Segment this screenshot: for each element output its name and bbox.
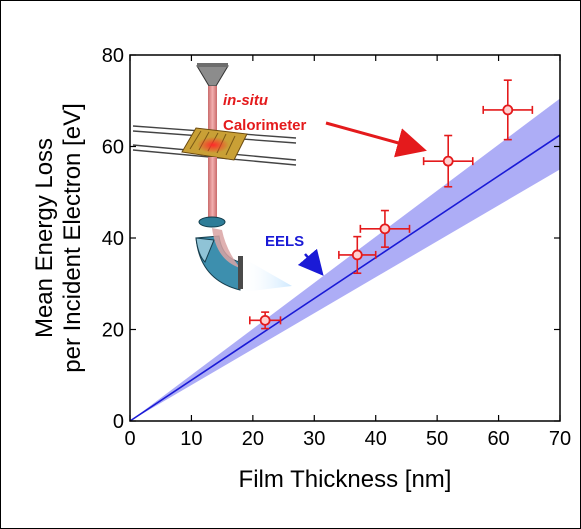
fit-line bbox=[129, 134, 561, 422]
data-point bbox=[482, 79, 534, 141]
calorimeter-label: Calorimeter bbox=[223, 117, 307, 134]
data-points bbox=[248, 79, 534, 330]
point-marker bbox=[379, 223, 391, 235]
x-tick-label: 40 bbox=[365, 428, 387, 450]
eels-arrow bbox=[297, 248, 324, 276]
confidence-band bbox=[130, 98, 560, 422]
calorimeter-arrow bbox=[325, 121, 427, 158]
fit-band-layer bbox=[129, 98, 561, 422]
x-tick-label: 70 bbox=[549, 428, 571, 450]
y-axis-title-line1: Mean Energy Loss bbox=[31, 138, 58, 338]
y-tick-label: 80 bbox=[102, 45, 124, 67]
y-tick-label: 40 bbox=[102, 228, 124, 250]
y-tick-label: 20 bbox=[102, 320, 124, 342]
data-point bbox=[338, 235, 377, 275]
y-axis-title: Mean Energy Loss per Incident Electron [… bbox=[31, 103, 86, 372]
x-tick-label: 30 bbox=[303, 428, 325, 450]
point-marker bbox=[259, 314, 271, 326]
axis-ticks: 0 10 20 30 40 50 60 70 0 20 40 60 80 bbox=[102, 45, 571, 450]
x-tick-label: 0 bbox=[124, 428, 135, 450]
y-tick-label: 0 bbox=[113, 411, 124, 433]
point-marker bbox=[442, 155, 454, 167]
data-point bbox=[248, 311, 282, 330]
x-tick-label: 60 bbox=[487, 428, 509, 450]
point-marker bbox=[502, 104, 514, 116]
x-tick-label: 10 bbox=[180, 428, 202, 450]
data-point bbox=[422, 134, 474, 188]
experiment-illustration bbox=[132, 63, 297, 292]
point-marker bbox=[351, 249, 363, 261]
insitu-label: in-situ bbox=[223, 92, 268, 109]
y-axis-title-line2: per Incident Electron [eV] bbox=[59, 103, 86, 372]
x-axis-title: Film Thickness [nm] bbox=[239, 466, 452, 493]
data-point bbox=[359, 209, 411, 248]
x-tick-label: 50 bbox=[426, 428, 448, 450]
x-tick-label: 20 bbox=[242, 428, 264, 450]
eels-label: EELS bbox=[265, 233, 304, 250]
y-tick-label: 60 bbox=[102, 137, 124, 159]
